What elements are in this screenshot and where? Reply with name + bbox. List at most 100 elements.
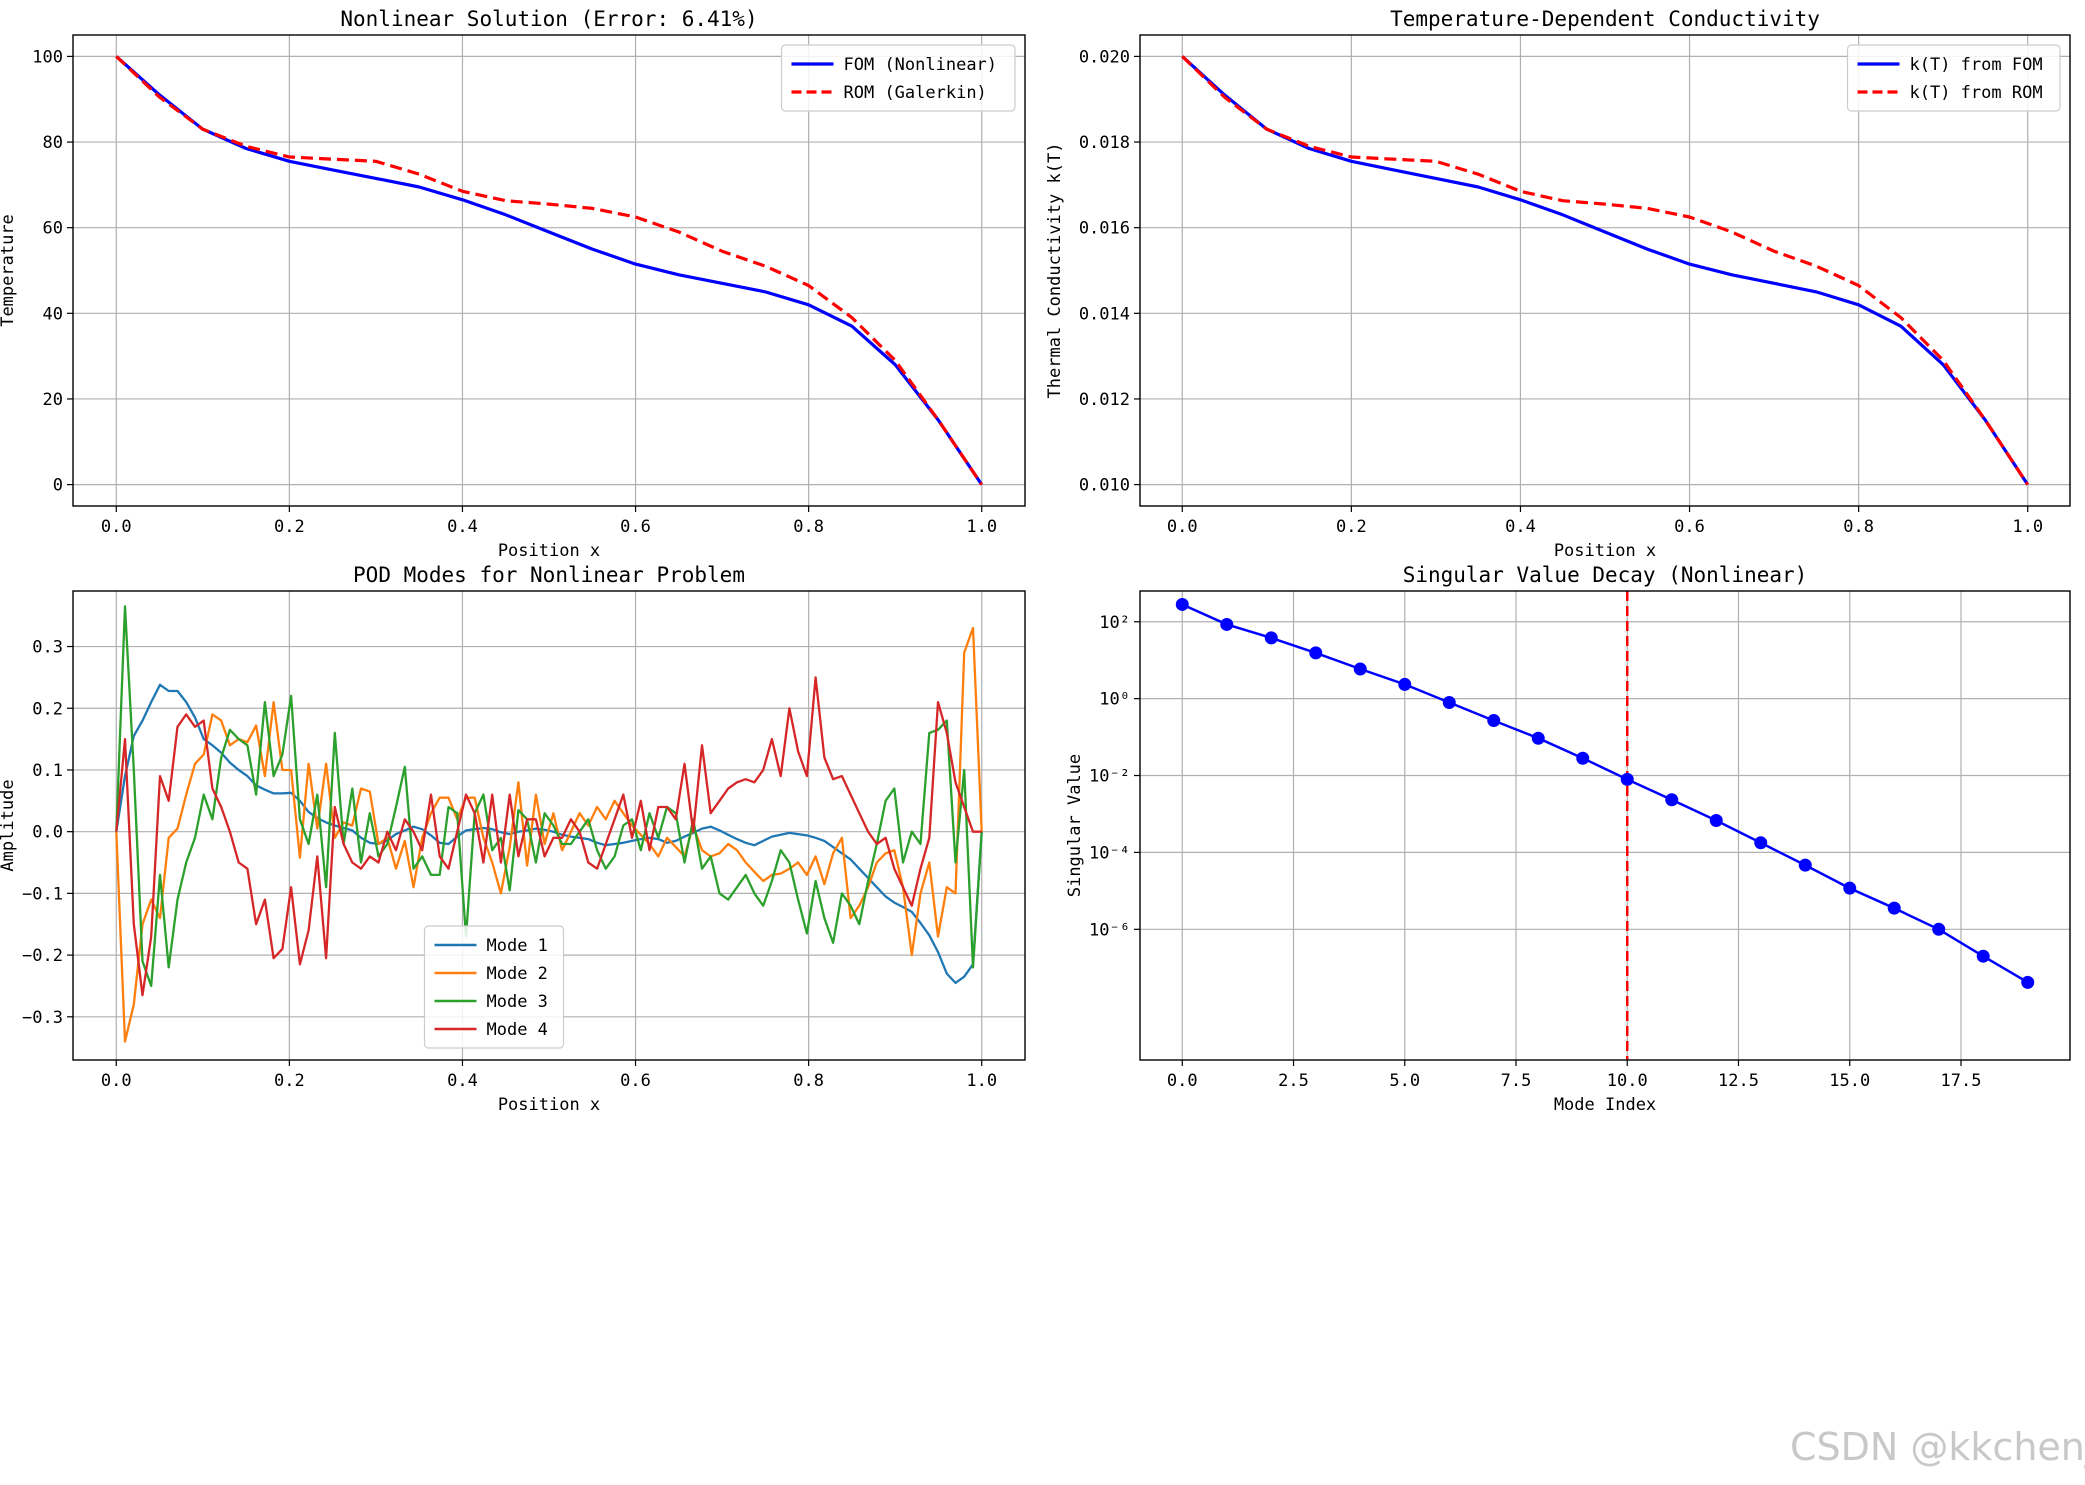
y-tick-label: 10⁻² — [1089, 767, 1130, 787]
y-tick-label: 0.1 — [32, 761, 63, 781]
legend-label: FOM (Nonlinear) — [844, 55, 998, 75]
x-tick-label: 1.0 — [2012, 517, 2043, 537]
series-line-2 — [115, 55, 984, 486]
chart-title: POD Modes for Nonlinear Problem — [353, 563, 745, 587]
series-line-2 — [1181, 55, 2030, 486]
panel-singular-values: 0.0 2.5 5.0 7.5 10.0 12.5 15.0 17.5 10² 10⁰ 10⁻² 10… — [1065, 563, 2071, 1115]
y-tick-label: 10² — [1099, 613, 1130, 633]
chart-title: Nonlinear Solution (Error: 6.41%) — [340, 7, 757, 31]
data-point — [1309, 646, 1323, 660]
x-tick-label: 1.0 — [966, 517, 997, 537]
axes-frame — [72, 34, 1026, 507]
x-tick-label: 0.0 — [101, 517, 132, 537]
legend: k(T) from FOM k(T) from ROM — [1846, 44, 2061, 112]
x-tick-label: 0.6 — [620, 1071, 651, 1091]
data-point — [1220, 617, 1234, 631]
data-point — [1353, 662, 1367, 676]
y-tick-label: 10⁻⁴ — [1089, 843, 1130, 863]
x-tick-label: 17.5 — [1941, 1071, 1982, 1091]
series-line-1 — [1181, 55, 2030, 486]
x-axis-label: Position x — [1554, 541, 1656, 561]
y-tick-label: 40 — [43, 304, 63, 324]
x-axis-label: Position x — [498, 541, 600, 561]
legend-label: k(T) from ROM — [1910, 83, 2043, 103]
data-point — [1843, 881, 1857, 895]
y-axis-label: Singular Value — [1065, 754, 1085, 897]
x-tick-label: 0.8 — [1843, 517, 1874, 537]
data-point — [1620, 772, 1634, 786]
y-tick-label: 0.018 — [1079, 133, 1130, 153]
y-tick-label: 10⁰ — [1099, 690, 1130, 710]
x-tick-label: 1.0 — [966, 1071, 997, 1091]
x-tick-label: 0.4 — [447, 517, 478, 537]
series-line-3 — [115, 605, 983, 988]
data-point — [1264, 631, 1278, 645]
series-group — [115, 605, 983, 1043]
x-tick-label: 0.2 — [1336, 517, 1367, 537]
x-tick-label: 0.0 — [101, 1071, 132, 1091]
x-tick-label: 15.0 — [1829, 1071, 1870, 1091]
series-line-singular-values — [1181, 603, 2029, 984]
x-tick-label: 0.4 — [447, 1071, 478, 1091]
data-point — [1798, 858, 1812, 872]
legend-label: Mode 3 — [487, 992, 548, 1012]
chart-title: Temperature-Dependent Conductivity — [1390, 7, 1820, 31]
series-line-1 — [115, 55, 984, 486]
data-point — [1665, 793, 1679, 807]
legend-label: ROM (Galerkin) — [844, 83, 987, 103]
panel-pod-modes: 0.0 0.2 0.4 0.6 0.8 1.0 −0.3 −0.2 −0.1 0.0 0.1 0.2 0… — [0, 563, 1026, 1115]
plot-area — [1140, 35, 2070, 506]
y-tick-label: 10⁻⁶ — [1089, 920, 1130, 940]
y-tick-label: −0.2 — [22, 946, 63, 966]
legend: Mode 1 Mode 2 Mode 3 Mode 4 — [423, 925, 565, 1049]
data-point — [1709, 814, 1723, 828]
y-tick-label: 0.3 — [32, 638, 63, 658]
y-axis-label: Temperature — [0, 214, 18, 327]
y-tick-label: 100 — [32, 47, 63, 67]
x-tick-label: 10.0 — [1607, 1071, 1648, 1091]
series-group — [1181, 55, 2030, 486]
y-tick-label: 0.014 — [1079, 304, 1130, 324]
series-line-4 — [115, 676, 982, 997]
x-tick-label: 12.5 — [1718, 1071, 1759, 1091]
legend-label: Mode 4 — [487, 1020, 548, 1040]
data-point — [2021, 975, 2035, 989]
axes-frame — [1139, 590, 2071, 1061]
x-tick-label: 0.0 — [1167, 517, 1198, 537]
chart-title: Singular Value Decay (Nonlinear) — [1403, 563, 1808, 587]
legend-label: Mode 1 — [487, 936, 548, 956]
y-tick-label: 0.2 — [32, 699, 63, 719]
axes-frame — [1139, 34, 2071, 507]
series-group — [1175, 591, 2035, 1060]
axes-frame — [72, 590, 1026, 1061]
legend-box — [1846, 44, 2061, 112]
x-tick-label: 0.2 — [274, 1071, 305, 1091]
x-tick-label: 0.8 — [793, 1071, 824, 1091]
data-point — [1976, 949, 1990, 963]
y-tick-label: 0.012 — [1079, 390, 1130, 410]
data-point — [1576, 751, 1590, 765]
y-tick-label: 0.0 — [32, 823, 63, 843]
x-tick-label: 5.0 — [1389, 1071, 1420, 1091]
data-point — [1175, 597, 1189, 611]
x-tick-label: 0.6 — [1674, 517, 1705, 537]
data-point — [1487, 714, 1501, 728]
data-point — [1531, 731, 1545, 745]
data-point — [1442, 695, 1456, 709]
x-tick-label: 0.4 — [1505, 517, 1536, 537]
y-tick-label: −0.3 — [22, 1008, 63, 1028]
y-axis-label: Thermal Conductivity k(T) — [1045, 143, 1065, 399]
x-tick-label: 0.2 — [274, 517, 305, 537]
y-tick-label: −0.1 — [22, 884, 63, 904]
y-tick-label: 0.016 — [1079, 219, 1130, 239]
x-axis-label: Mode Index — [1554, 1095, 1656, 1115]
plot-area — [73, 35, 1025, 506]
legend-label: Mode 2 — [487, 964, 548, 984]
legend-box — [423, 925, 565, 1049]
legend-box — [780, 44, 1016, 112]
panel-nonlinear-solution: 0.0 0.2 0.4 0.6 0.8 1.0 0 20 40 60 80 100 Nonlinear … — [0, 7, 1026, 561]
y-tick-label: 0.010 — [1079, 476, 1130, 496]
y-tick-label: 0 — [53, 476, 63, 496]
data-point — [1398, 677, 1412, 691]
plot-area — [1140, 591, 2070, 1060]
